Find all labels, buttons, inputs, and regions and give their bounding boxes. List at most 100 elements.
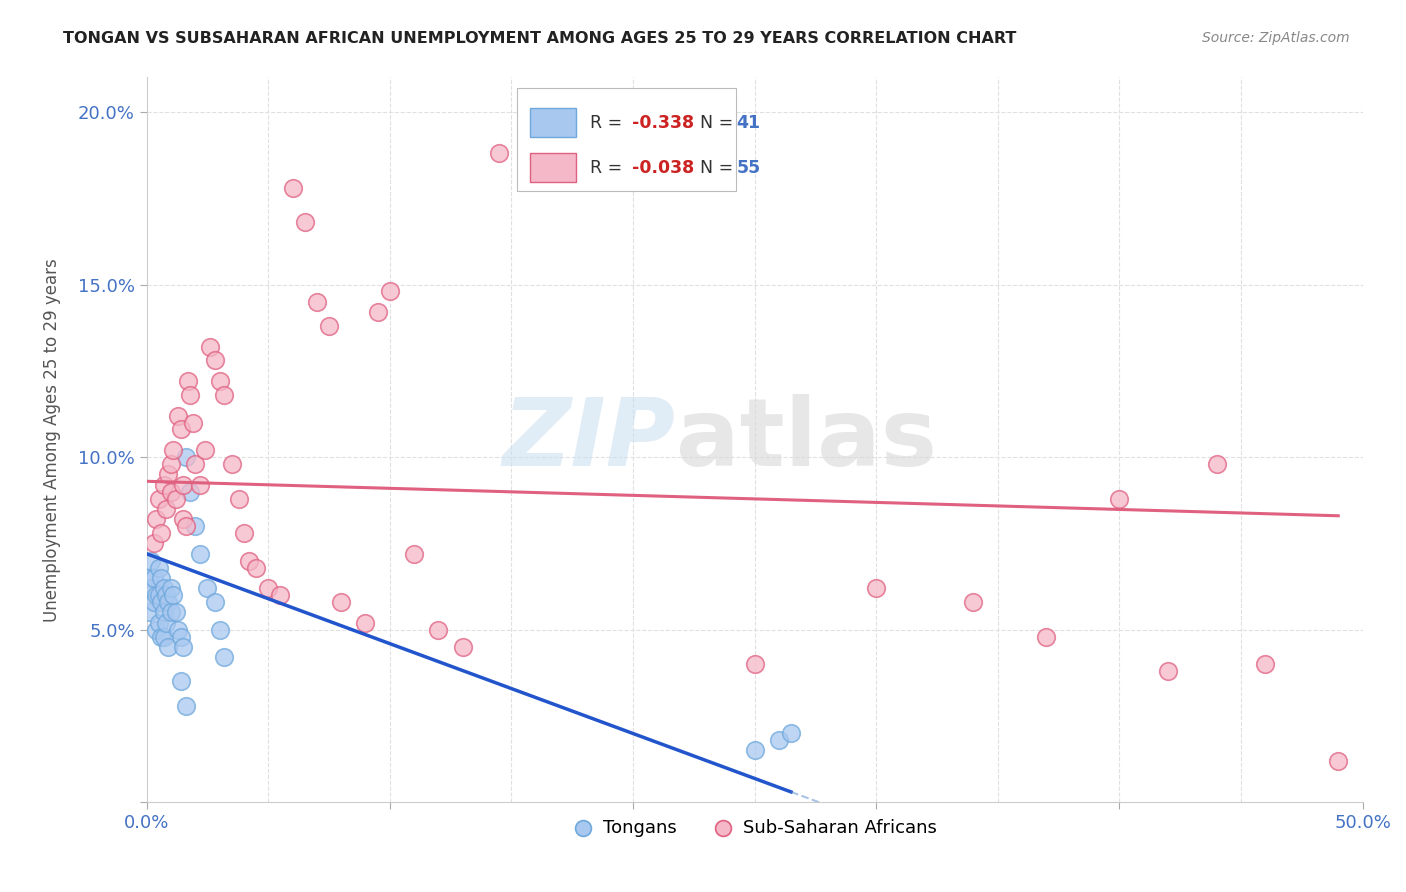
Point: [1035, 630, 1057, 644]
Point: [214, 650, 236, 665]
Point: [1327, 754, 1350, 768]
Point: [744, 743, 766, 757]
Y-axis label: Unemployment Among Ages 25 to 29 years: Unemployment Among Ages 25 to 29 years: [44, 258, 60, 622]
Point: [294, 215, 316, 229]
Point: [152, 606, 174, 620]
Point: [138, 571, 160, 585]
Point: [150, 571, 173, 585]
Point: [232, 526, 254, 541]
Point: [172, 640, 194, 654]
Point: [142, 571, 165, 585]
Point: [197, 581, 219, 595]
Point: [1108, 491, 1130, 506]
Point: [330, 595, 353, 609]
Text: N =: N =: [700, 159, 738, 177]
Legend: Tongans, Sub-Saharan Africans: Tongans, Sub-Saharan Africans: [565, 812, 945, 844]
Point: [160, 606, 183, 620]
Point: [1254, 657, 1277, 672]
Point: [214, 388, 236, 402]
Point: [378, 285, 401, 299]
Point: [165, 491, 187, 506]
Text: ZIP: ZIP: [503, 394, 675, 486]
Point: [281, 181, 304, 195]
Text: atlas: atlas: [675, 394, 936, 486]
Point: [162, 588, 184, 602]
Point: [184, 519, 207, 533]
Point: [148, 491, 170, 506]
Point: [865, 581, 887, 595]
Point: [451, 640, 474, 654]
Point: [198, 340, 221, 354]
Point: [245, 560, 267, 574]
Point: [150, 595, 173, 609]
Point: [1157, 664, 1180, 678]
Point: [204, 353, 226, 368]
Point: [157, 640, 180, 654]
Point: [488, 146, 510, 161]
Text: R =: R =: [591, 114, 628, 132]
Point: [780, 726, 803, 740]
Text: N =: N =: [700, 114, 738, 132]
Point: [141, 554, 163, 568]
Point: [427, 623, 450, 637]
Point: [174, 450, 197, 464]
Point: [157, 595, 180, 609]
Point: [188, 477, 211, 491]
Point: [155, 615, 177, 630]
Text: 41: 41: [737, 114, 761, 132]
Point: [145, 588, 167, 602]
Point: [155, 588, 177, 602]
Point: [1205, 457, 1227, 471]
Point: [228, 491, 250, 506]
Point: [305, 294, 328, 309]
Text: 55: 55: [737, 159, 761, 177]
Point: [181, 416, 204, 430]
Point: [404, 547, 426, 561]
Point: [142, 595, 165, 609]
Point: [141, 581, 163, 595]
Point: [152, 581, 174, 595]
Point: [169, 674, 191, 689]
Point: [155, 501, 177, 516]
Point: [354, 615, 377, 630]
Point: [744, 657, 766, 672]
Point: [208, 374, 231, 388]
Point: [204, 595, 226, 609]
Point: [172, 512, 194, 526]
Point: [169, 630, 191, 644]
Point: [962, 595, 984, 609]
Point: [145, 623, 167, 637]
Point: [238, 554, 260, 568]
Point: [524, 167, 547, 181]
Text: Source: ZipAtlas.com: Source: ZipAtlas.com: [1202, 31, 1350, 45]
Point: [367, 305, 389, 319]
Point: [145, 512, 167, 526]
Point: [160, 484, 183, 499]
Point: [174, 519, 197, 533]
Point: [318, 318, 340, 333]
Point: [768, 733, 790, 747]
Point: [269, 588, 291, 602]
Point: [174, 698, 197, 713]
Text: R =: R =: [591, 159, 628, 177]
Point: [177, 374, 200, 388]
Point: [142, 536, 165, 550]
Text: -0.338: -0.338: [631, 114, 695, 132]
Point: [165, 606, 187, 620]
Point: [179, 388, 201, 402]
Point: [169, 423, 191, 437]
Point: [221, 457, 243, 471]
Point: [148, 615, 170, 630]
FancyBboxPatch shape: [530, 109, 576, 137]
FancyBboxPatch shape: [530, 153, 576, 182]
Text: -0.038: -0.038: [631, 159, 695, 177]
Point: [152, 477, 174, 491]
Point: [157, 467, 180, 482]
Point: [188, 547, 211, 561]
Point: [208, 623, 231, 637]
FancyBboxPatch shape: [517, 88, 737, 191]
Point: [162, 443, 184, 458]
Point: [179, 484, 201, 499]
Point: [172, 477, 194, 491]
Point: [194, 443, 217, 458]
